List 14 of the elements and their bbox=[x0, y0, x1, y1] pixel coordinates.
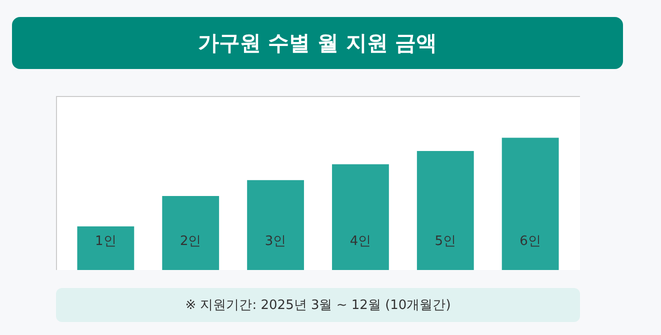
x-tick-label: 3인 bbox=[264, 234, 286, 249]
chart-title: 가구원 수별 월 지원 금액 bbox=[12, 17, 623, 69]
bar bbox=[162, 196, 220, 270]
bar bbox=[247, 180, 304, 270]
bar bbox=[502, 138, 559, 270]
x-tick-label: 2인 bbox=[180, 234, 202, 249]
x-tick-label: 6인 bbox=[520, 234, 541, 249]
bar bbox=[332, 164, 389, 270]
bar bbox=[77, 226, 134, 270]
x-tick-label: 1인 bbox=[95, 234, 116, 249]
x-tick-label: 4인 bbox=[350, 234, 372, 249]
bar bbox=[416, 150, 474, 270]
text: ※ 지원기간: 2025년 3월 ~ 12월 (10개월간) bbox=[56, 288, 580, 322]
x-tick-label: 5인 bbox=[434, 234, 456, 249]
